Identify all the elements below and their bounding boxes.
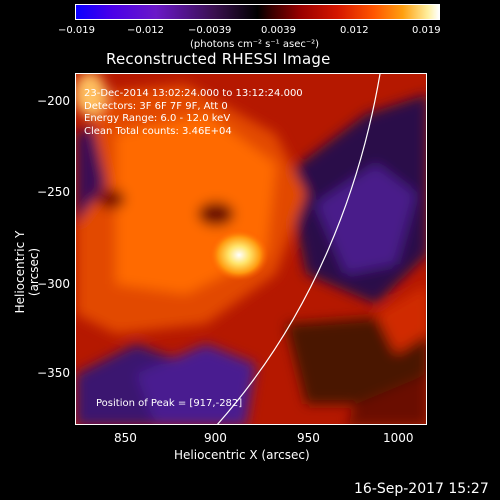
y-tick: −350 (37, 366, 70, 380)
colorbar-tick: −0.012 (127, 25, 165, 36)
detectors-label: Detectors: 3F 6F 7F 9F, Att 0 (84, 100, 228, 112)
colorbar-tick: 0.012 (340, 25, 369, 36)
y-tick: −300 (37, 277, 70, 291)
image-svg (76, 74, 426, 424)
x-tick: 950 (297, 431, 320, 445)
x-tick: 1000 (383, 431, 414, 445)
peak-source (209, 229, 269, 281)
y-axis-label: Heliocentric Y (arcsec) (13, 230, 41, 314)
colorbar-unit: (photons cm⁻² s⁻¹ asec⁻²) (190, 39, 320, 50)
rhessi-image: 23-Dec-2014 13:02:24.000 to 13:12:24.000… (75, 73, 427, 425)
x-tick: 850 (114, 431, 137, 445)
colorbar (75, 4, 440, 20)
peak-position: Position of Peak = [917,-282] (96, 398, 243, 409)
plot-title: Reconstructed RHESSI Image (106, 50, 331, 68)
energy-range: Energy Range: 6.0 - 12.0 keV (84, 113, 231, 124)
x-axis-label: Heliocentric X (arcsec) (174, 448, 310, 462)
footer-date: 16-Sep-2017 15:27 (354, 481, 489, 497)
colorbar-tick: −0.019 (58, 25, 96, 36)
y-tick: −250 (37, 185, 70, 199)
colorbar-tick: 0.019 (412, 25, 441, 36)
colorbar-tick: −0.0039 (188, 25, 232, 36)
solar-limb (216, 74, 381, 424)
y-tick: −200 (37, 94, 70, 108)
x-tick: 900 (204, 431, 227, 445)
colorbar-tick: 0.0039 (261, 25, 296, 36)
time-range: 23-Dec-2014 13:02:24.000 to 13:12:24.000 (84, 88, 303, 99)
clean-counts: Clean Total counts: 3.46E+04 (84, 125, 232, 137)
